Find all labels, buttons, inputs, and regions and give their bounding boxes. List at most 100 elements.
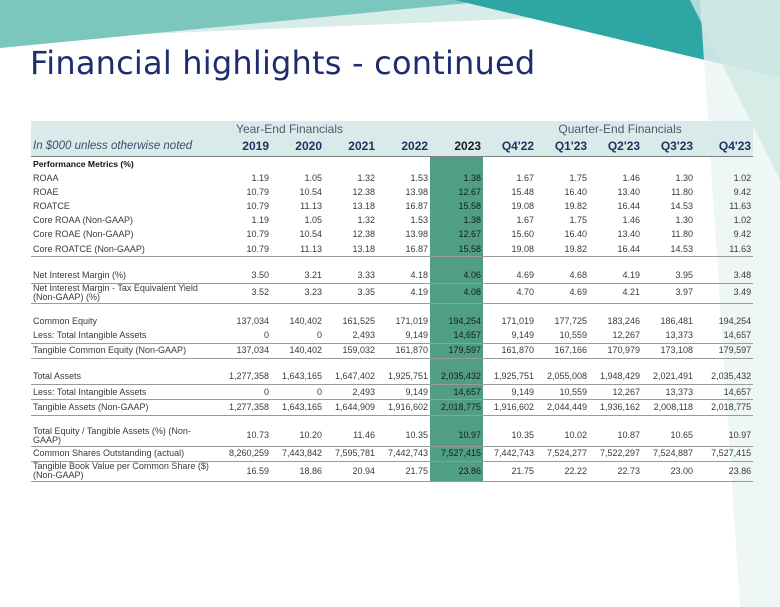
table-cell: 1,277,358 bbox=[218, 399, 271, 416]
table-cell: 14,657 bbox=[430, 384, 484, 401]
table-cell: 11.63 bbox=[695, 242, 754, 258]
table-cell: 7,443,842 bbox=[271, 446, 324, 462]
table-cell: 15.58 bbox=[430, 242, 484, 258]
table-cell: 7,527,415 bbox=[695, 446, 754, 462]
table-cell: 10.20 bbox=[271, 426, 324, 447]
section-row: Performance Metrics (%) bbox=[31, 156, 753, 172]
table-cell: 4.06 bbox=[430, 268, 484, 284]
top-right-teal-shape bbox=[455, 0, 780, 78]
table-cell: 15.48 bbox=[511, 186, 535, 197]
table-cell: 13.98 bbox=[405, 229, 429, 240]
table-cell: 16.40 bbox=[564, 229, 588, 240]
table-cell: 167,166 bbox=[536, 343, 590, 360]
table-cell: 12,267 bbox=[589, 328, 643, 344]
table-cell: 1.32 bbox=[357, 172, 375, 183]
table-cell: 20.94 bbox=[324, 461, 377, 482]
table-cell: 3.52 bbox=[218, 283, 271, 304]
table-cell: 3.21 bbox=[271, 268, 324, 284]
column-header: Q2'23 bbox=[589, 137, 643, 157]
table-cell: 19.08 bbox=[483, 242, 537, 258]
table-cell: 13,373 bbox=[642, 384, 696, 401]
table-cell: 12,267 bbox=[589, 384, 643, 401]
column-header: 2023 bbox=[430, 137, 484, 157]
column-header: Q1'23 bbox=[536, 137, 590, 157]
table-cell: 0 bbox=[271, 384, 324, 401]
table-cell: 7,522,297 bbox=[589, 446, 643, 462]
table-row: Total Equity / Tangible Assets (%) (Non-… bbox=[31, 426, 754, 447]
column-header: 2019 bbox=[218, 137, 271, 157]
table-cell: 1,925,751 bbox=[377, 370, 431, 386]
row-label: Less: Total Intangible Assets bbox=[31, 328, 218, 344]
table-cell: 14.53 bbox=[670, 200, 694, 211]
units-note: In $000 unless otherwise noted bbox=[31, 137, 218, 157]
table-cell: 161,870 bbox=[483, 343, 537, 360]
table-cell: 13.98 bbox=[405, 186, 429, 197]
table-cell: 1,936,162 bbox=[589, 399, 643, 416]
table-cell: 183,246 bbox=[607, 315, 641, 326]
table-cell: 2,493 bbox=[324, 328, 377, 344]
table-cell: 21.75 bbox=[483, 461, 537, 482]
table-cell: 4.69 bbox=[483, 268, 537, 284]
table-cell: 14,657 bbox=[695, 384, 754, 401]
table-row: Core ROAE (Non-GAAP) 10.79 10.54 12.38 1… bbox=[31, 227, 753, 243]
column-header: Q3'23 bbox=[642, 137, 696, 157]
table-cell: 7,524,277 bbox=[536, 446, 590, 462]
table-cell: 1.02 bbox=[733, 215, 752, 226]
table-cell: 177,725 bbox=[554, 315, 588, 326]
column-header: 2020 bbox=[271, 137, 324, 157]
table-cell: 9,149 bbox=[483, 384, 537, 401]
table-cell: 2,021,491 bbox=[642, 370, 696, 386]
table-cell: 1,643,165 bbox=[271, 370, 324, 386]
table-cell: 3.49 bbox=[695, 283, 754, 304]
table-cell: 9.42 bbox=[733, 186, 752, 197]
table-cell: 7,524,887 bbox=[642, 446, 696, 462]
table-cell: 4.70 bbox=[483, 283, 537, 304]
table-cell: 10.73 bbox=[218, 426, 271, 447]
table-cell: 140,402 bbox=[289, 315, 322, 326]
row-label: Core ROAA (Non-GAAP) bbox=[33, 215, 134, 226]
table-row: Tangible Common Equity (Non-GAAP) 137,03… bbox=[31, 343, 754, 360]
table-cell: 8,260,259 bbox=[218, 446, 271, 462]
top-teal-band bbox=[0, 0, 500, 48]
table-cell: 10.02 bbox=[536, 426, 590, 447]
table-cell: 1,948,429 bbox=[589, 370, 643, 386]
table-cell: 22.73 bbox=[589, 461, 643, 482]
table-cell: 1.53 bbox=[410, 215, 429, 226]
table-cell: 13,373 bbox=[642, 328, 696, 344]
table-cell: 2,044,449 bbox=[536, 399, 590, 416]
table-row: Less: Total Intangible Assets 0 0 2,493 … bbox=[31, 328, 754, 344]
table-cell: 1.19 bbox=[251, 172, 269, 183]
table-cell: 1.38 bbox=[430, 171, 484, 186]
row-label: Net Interest Margin - Tax Equivalent Yie… bbox=[31, 283, 218, 304]
table-cell: 161,525 bbox=[342, 315, 375, 326]
table-cell: 9,149 bbox=[377, 384, 431, 401]
quarter-end-group-header: Quarter-End Financials bbox=[483, 121, 754, 137]
table-cell: 10.35 bbox=[377, 426, 431, 447]
table-row: Total Assets 1,277,358 1,643,165 1,647,4… bbox=[31, 370, 754, 386]
table-cell: 10.87 bbox=[589, 426, 643, 447]
column-header: 2021 bbox=[324, 137, 377, 157]
table-cell: 10.97 bbox=[430, 426, 484, 447]
table-cell: 9.42 bbox=[733, 229, 752, 240]
table-cell: 2,055,008 bbox=[536, 370, 590, 386]
table-cell: 3.97 bbox=[642, 283, 696, 304]
table-cell: 4.19 bbox=[377, 283, 431, 304]
table-cell: 4.69 bbox=[536, 283, 590, 304]
table-cell: 11.63 bbox=[729, 200, 752, 211]
table-cell: 22.22 bbox=[536, 461, 590, 482]
row-label: Common Shares Outstanding (actual) bbox=[31, 446, 218, 462]
row-label: Tangible Book Value per Common Share ($)… bbox=[31, 461, 218, 482]
table-cell: 1,925,751 bbox=[483, 370, 537, 386]
table-cell: 16.44 bbox=[617, 200, 641, 211]
table-cell: 10.79 bbox=[246, 229, 269, 240]
table-cell: 11.80 bbox=[671, 229, 694, 240]
table-cell: 3.33 bbox=[324, 268, 377, 284]
table-cell: 11.13 bbox=[271, 242, 324, 258]
table-cell: 16.40 bbox=[564, 186, 588, 197]
row-label: Core ROATCE (Non-GAAP) bbox=[31, 242, 218, 258]
table-cell: 7,442,743 bbox=[483, 446, 537, 462]
table-row: Common Equity 137,034 140,402 161,525 17… bbox=[31, 314, 753, 329]
row-label: Total Assets bbox=[31, 370, 218, 386]
table-cell: 1,643,165 bbox=[271, 399, 324, 416]
table-cell: 1.75 bbox=[569, 172, 588, 183]
